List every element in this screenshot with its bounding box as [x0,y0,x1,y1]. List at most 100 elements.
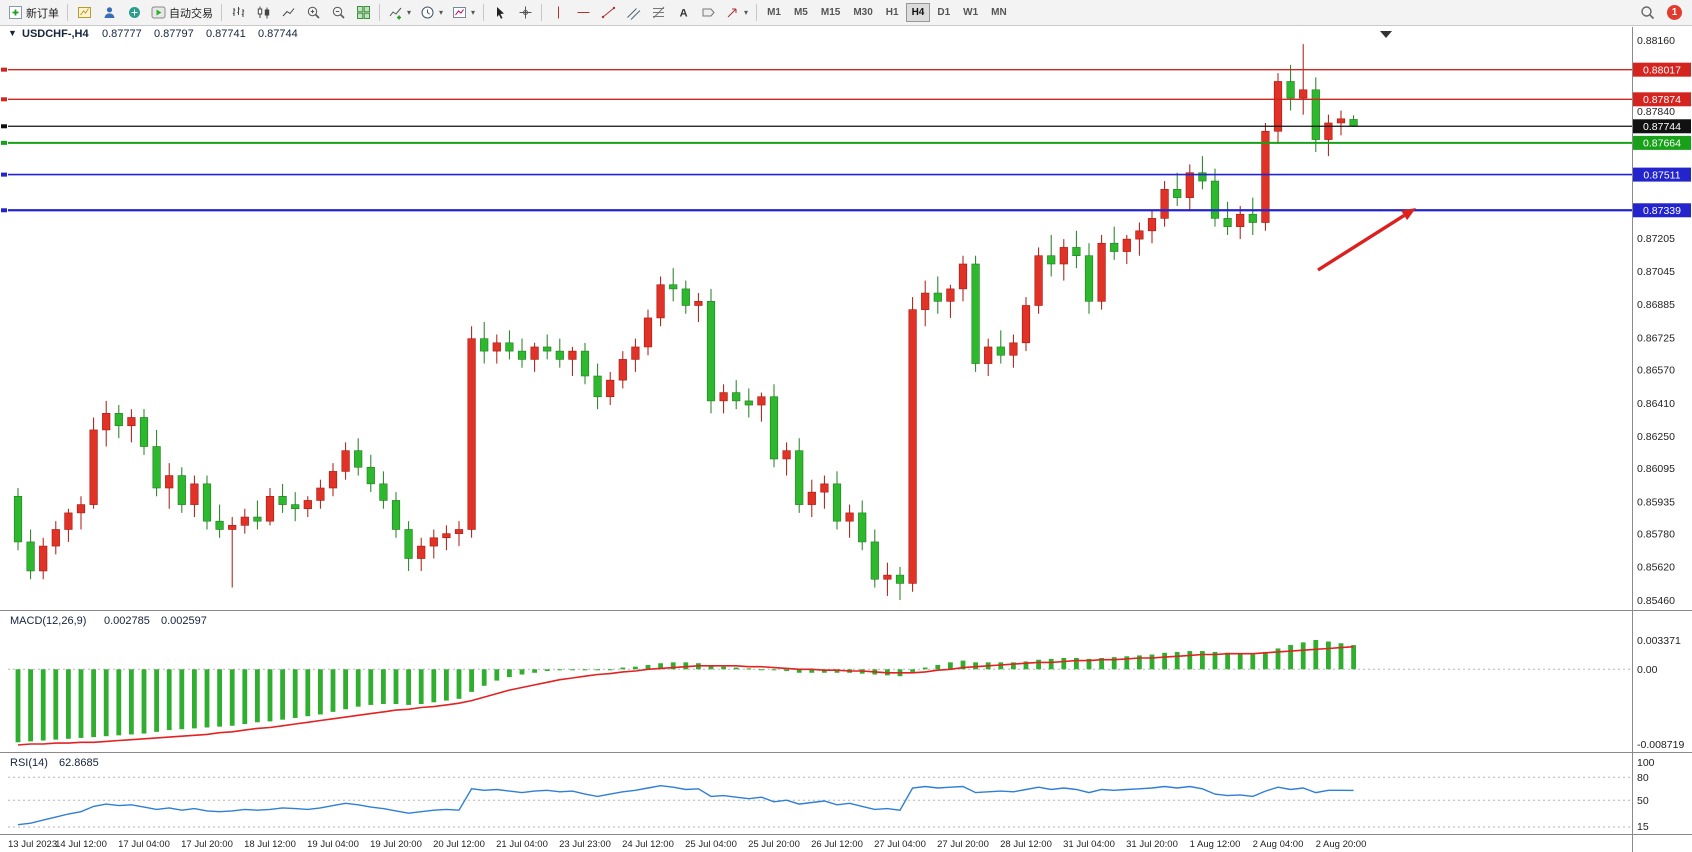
price-line-left-marker [1,140,7,145]
candle-body [1248,213,1257,223]
new-order-button[interactable]: 新订单 [4,2,63,24]
shapes-button[interactable]: ▾ [721,2,752,24]
candle-body [656,284,665,319]
macd-histogram-bar [494,669,500,681]
candle-body [1072,247,1081,257]
candle-body [1135,230,1144,240]
toolbar-separator [756,4,758,21]
macd-histogram-bar [1137,655,1142,670]
macd-histogram-bar [217,669,222,727]
template-icon [453,7,467,18]
chart-menu-caret[interactable]: ▼ [8,28,17,38]
autotrading-icon [151,6,166,19]
candle-body [228,525,237,530]
profile-button[interactable] [97,2,121,24]
macd-histogram-bar [166,669,172,731]
fibonacci-icon [652,6,664,19]
cursor-button[interactable] [488,2,512,24]
rsi-scale-50: 50 [1637,795,1649,807]
ohlc-low: 0.87741 [206,28,246,40]
macd-histogram-bar [1048,658,1054,670]
timeframe-m5-button[interactable]: M5 [788,3,814,22]
notifications-badge[interactable]: 1 [1667,5,1682,20]
new-chart-button[interactable] [72,2,96,24]
macd-label: MACD(12,26,9) [10,615,86,627]
macd-histogram-bar [393,669,399,705]
indicators-button[interactable]: ▾ [384,2,415,24]
timeframe-w1-button[interactable]: W1 [957,3,984,22]
timeframe-m15-button[interactable]: M15 [815,3,846,22]
price-badge-label: 0.87744 [1643,121,1681,133]
timeframe-m30-button[interactable]: M30 [847,3,878,22]
timeframe-d1-button[interactable]: D1 [931,3,956,22]
chart-shift-marker[interactable] [1380,31,1392,38]
rsi-value: 62.8685 [59,757,99,769]
bar-chart-button[interactable] [226,2,250,24]
equidistant-channel-button[interactable] [621,2,645,24]
timeframe-h4-button[interactable]: H4 [905,3,931,22]
candle-body [114,413,123,427]
candlestick-chart-button[interactable] [251,2,275,24]
macd-histogram-bar [771,669,777,671]
candle-body [404,529,413,559]
search-button[interactable] [1635,2,1659,24]
macd-histogram-bar [1250,654,1256,670]
candle-body [1160,189,1169,219]
vertical-line-button[interactable] [546,2,570,24]
trendline-button[interactable] [596,2,620,24]
macd-histogram-bar [229,669,235,726]
price-tick-label: 0.85780 [1637,528,1675,540]
macd-histogram-bar [1300,642,1306,670]
macd-histogram-bar [204,669,210,728]
dropdown-caret: ▾ [439,8,444,17]
candle-body [202,483,212,522]
candle-body [139,417,149,447]
autotrading-button[interactable]: 自动交易 [147,2,217,24]
macd-histogram-bar [507,669,512,678]
price-tick-label: 0.86885 [1637,299,1675,311]
toolbar-separator [379,4,380,21]
dropdown-caret: ▾ [407,8,412,17]
macd-histogram-bar [973,662,978,670]
crosshair-icon [519,6,532,19]
candle-body [328,471,338,489]
macd-histogram-bar [66,669,71,739]
macd-histogram-bar [557,669,563,671]
timeframe-m1-button[interactable]: M1 [761,3,787,22]
svg-text:A: A [679,8,687,20]
zoom-out-button[interactable] [326,2,350,24]
periods-button[interactable]: ▾ [416,2,447,24]
horizontal-line-button[interactable] [571,2,595,24]
candle-body [757,396,766,406]
text-button[interactable]: A [671,2,695,24]
candle-body [958,263,968,290]
candle-body [631,346,640,360]
macd-histogram-bar [1212,651,1218,670]
candle-body [543,346,552,352]
macd-histogram-bar [948,662,953,670]
macd-histogram-bar [960,660,966,670]
trend-arrow-head[interactable] [1401,208,1416,221]
label-button[interactable] [696,2,720,24]
line-chart-button[interactable] [276,2,300,24]
macd-histogram-bar [670,662,676,670]
zoom-in-button[interactable] [301,2,325,24]
time-axis-label: 31 Jul 04:00 [1063,839,1115,850]
timeframe-h1-button[interactable]: H1 [880,3,905,22]
candle-body [379,483,388,501]
tile-windows-button[interactable] [351,2,375,24]
fibonacci-button[interactable] [646,2,670,24]
ohlc-high: 0.87797 [154,28,194,40]
toolbar-separator [221,4,222,21]
price-badge-label: 0.87664 [1643,138,1681,150]
macd-histogram-bar [267,669,273,722]
templates-button[interactable]: ▾ [448,2,479,24]
zoom-in-icon [307,6,320,19]
crosshair-button[interactable] [513,2,537,24]
market-watch-button[interactable] [122,2,146,24]
timeframe-mn-button[interactable]: MN [985,3,1013,22]
trend-arrow[interactable] [1317,214,1406,272]
rsi-scale-80: 80 [1637,772,1649,784]
candle-body [429,537,438,547]
